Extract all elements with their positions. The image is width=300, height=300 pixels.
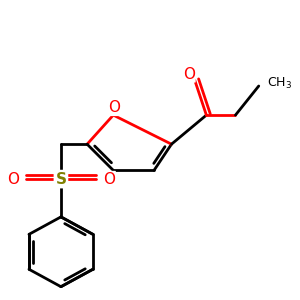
Text: S: S [56, 172, 66, 187]
Text: O: O [108, 100, 120, 115]
Text: O: O [183, 67, 195, 82]
Text: CH$_3$: CH$_3$ [268, 76, 292, 91]
Text: O: O [103, 172, 115, 187]
Text: O: O [7, 172, 19, 187]
